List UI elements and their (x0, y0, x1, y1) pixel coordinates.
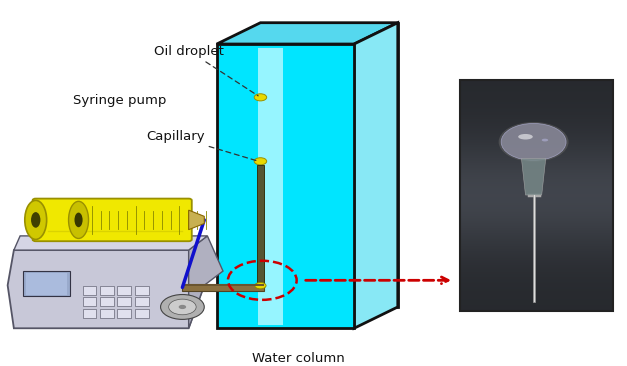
Polygon shape (14, 236, 208, 250)
Text: Oil droplet: Oil droplet (154, 45, 258, 96)
Polygon shape (189, 210, 204, 230)
Circle shape (254, 94, 266, 101)
Bar (182, 284, 264, 285)
FancyBboxPatch shape (33, 199, 192, 241)
Bar (26, 273, 67, 295)
Circle shape (255, 283, 266, 289)
Circle shape (179, 305, 186, 309)
Bar (100, 286, 113, 295)
Circle shape (254, 158, 266, 165)
Bar (117, 309, 131, 318)
Circle shape (169, 299, 196, 315)
Bar (217, 44, 354, 328)
Bar (100, 297, 113, 306)
Polygon shape (217, 23, 398, 44)
Bar (256, 165, 264, 285)
Bar (100, 309, 113, 318)
Ellipse shape (75, 213, 83, 227)
Bar (117, 286, 131, 295)
Polygon shape (8, 250, 204, 328)
Ellipse shape (542, 139, 548, 141)
Bar (135, 309, 149, 318)
Bar (102, 224, 110, 236)
Bar (83, 309, 97, 318)
Circle shape (161, 295, 204, 320)
Ellipse shape (25, 200, 46, 239)
Bar (83, 286, 97, 295)
Ellipse shape (518, 134, 533, 139)
Polygon shape (522, 158, 545, 195)
Bar (135, 297, 149, 306)
Circle shape (498, 122, 569, 162)
Polygon shape (354, 23, 398, 328)
Ellipse shape (68, 201, 88, 239)
Bar (135, 286, 149, 295)
Bar (83, 297, 97, 306)
Bar (258, 48, 283, 325)
Polygon shape (260, 23, 398, 307)
Bar (182, 284, 264, 291)
Text: Syringe pump: Syringe pump (73, 94, 167, 107)
Polygon shape (189, 236, 223, 328)
Bar (117, 297, 131, 306)
Text: Water column: Water column (252, 352, 345, 365)
Bar (23, 272, 70, 296)
Circle shape (501, 123, 566, 160)
Text: Capillary: Capillary (146, 130, 256, 160)
Bar (460, 79, 613, 310)
Ellipse shape (31, 212, 40, 228)
